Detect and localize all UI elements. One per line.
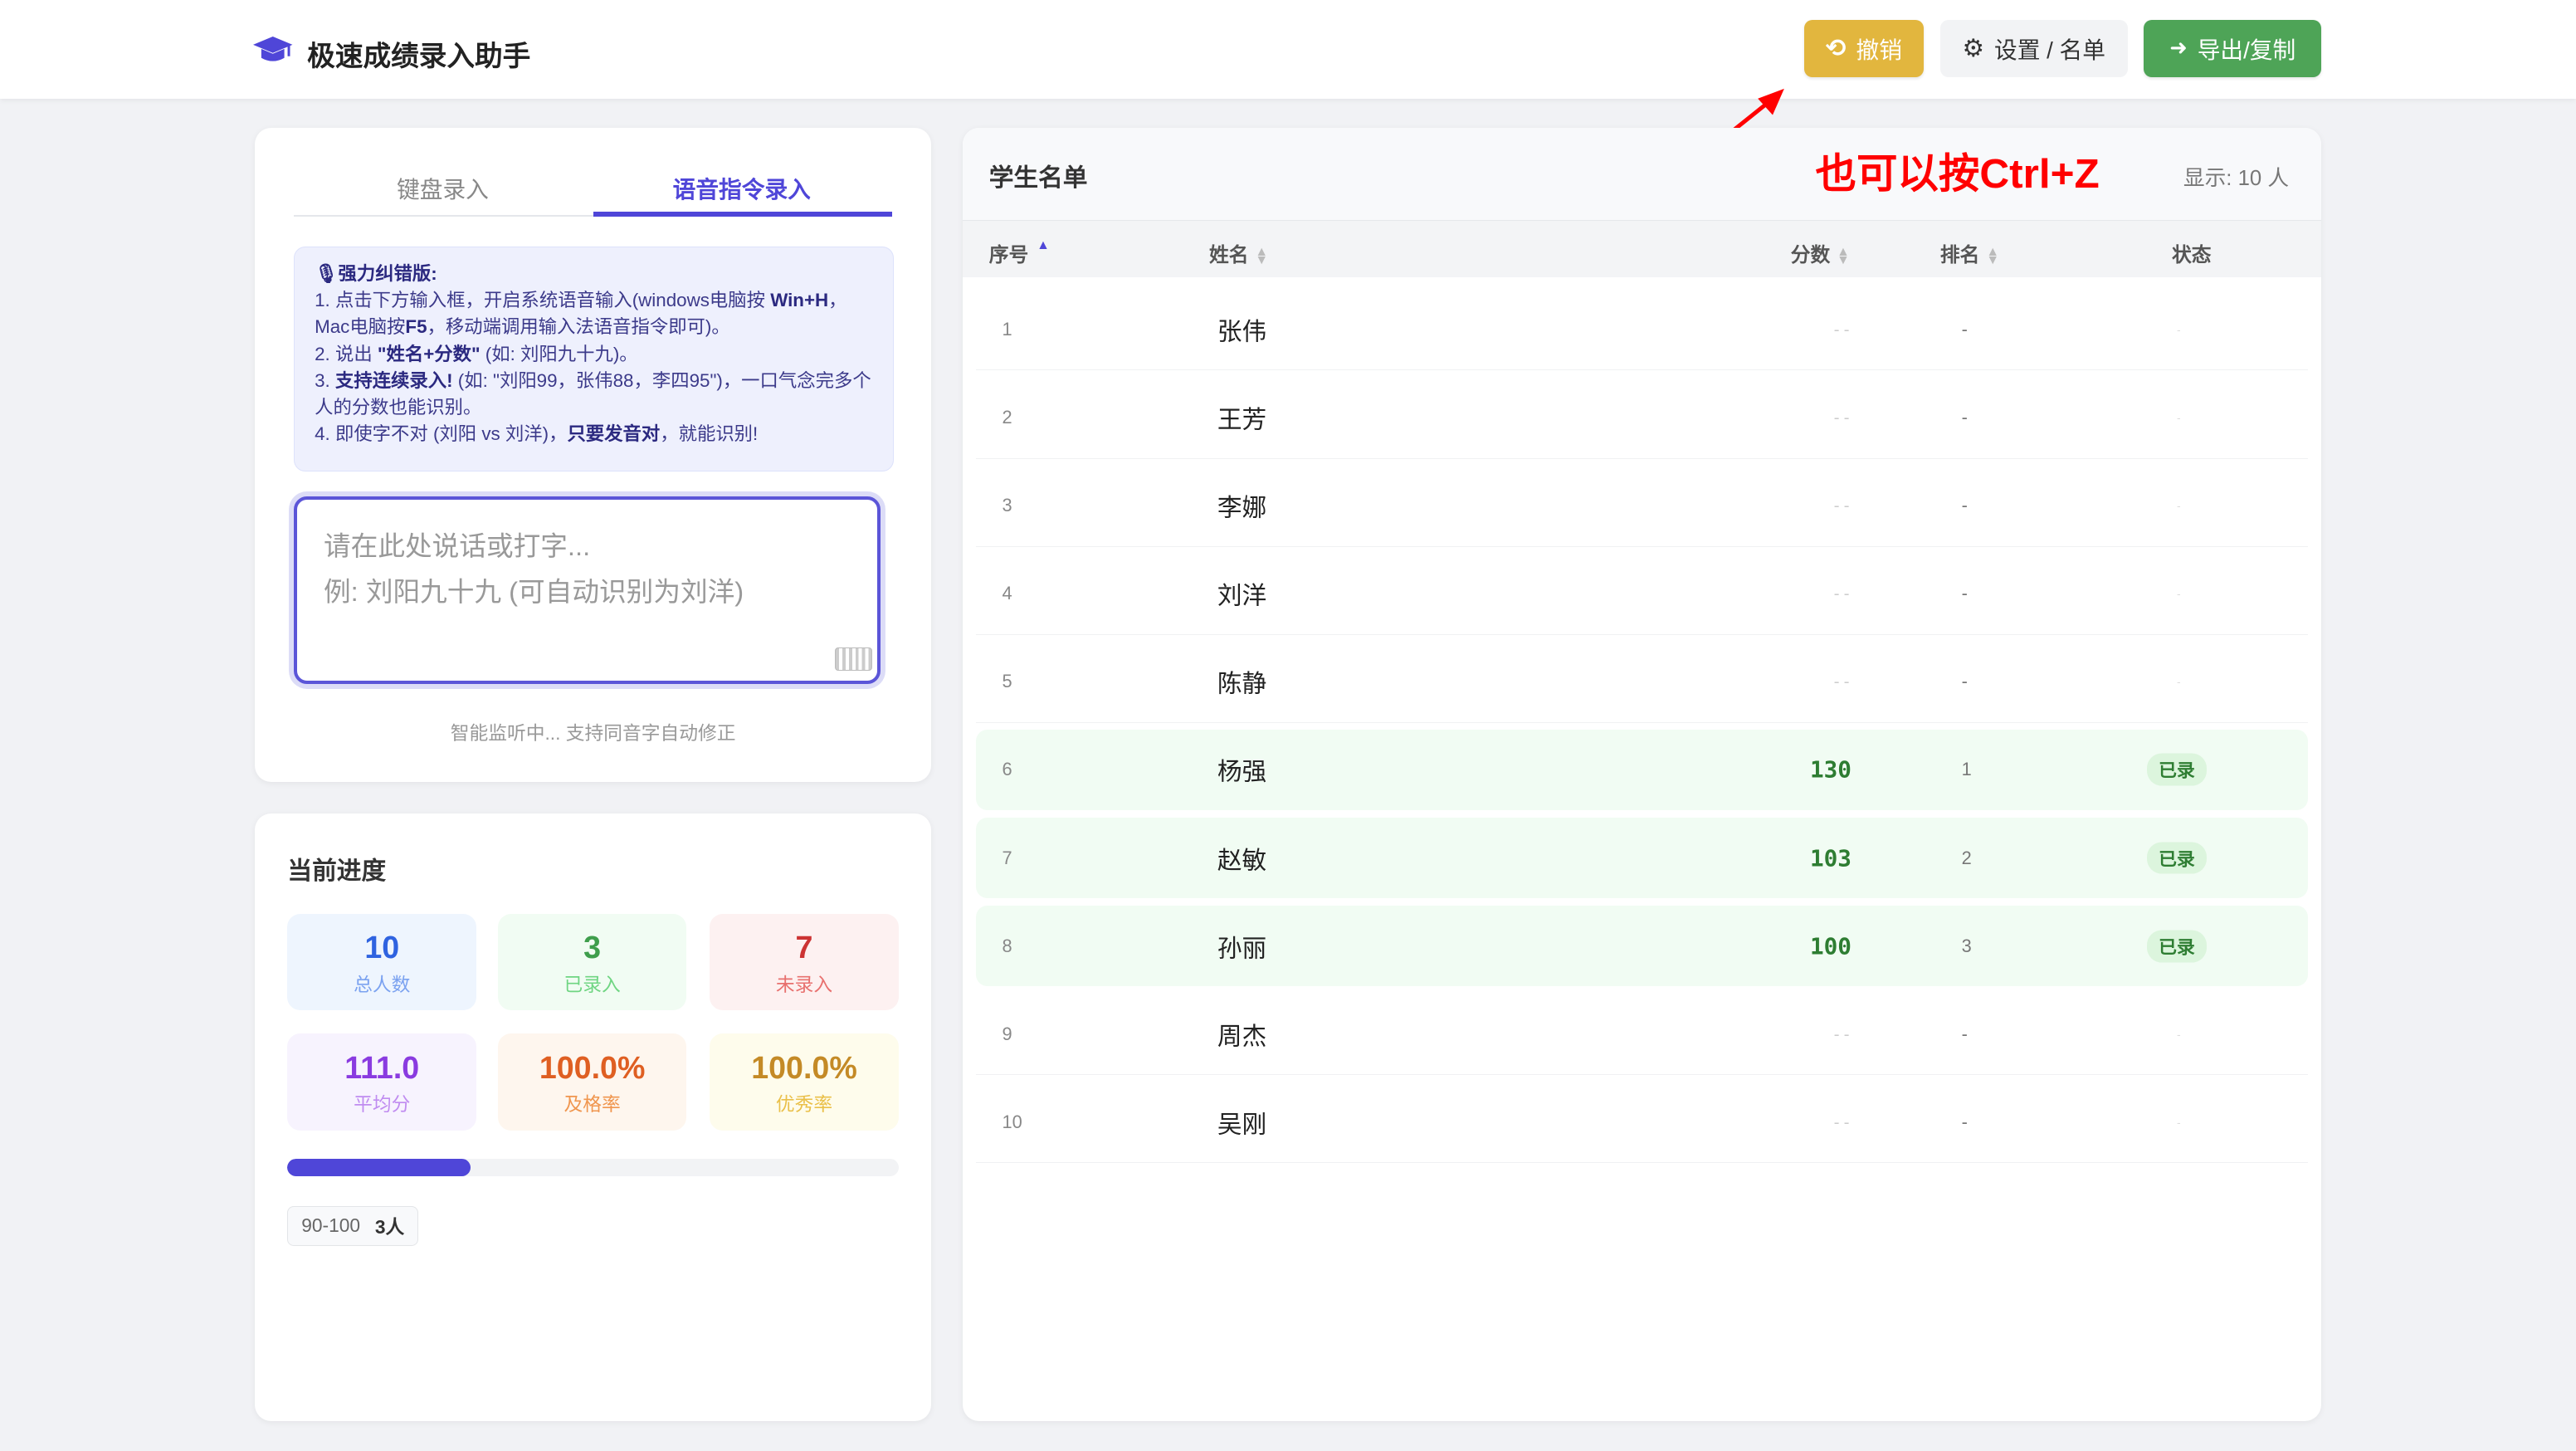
row-number: 7 [1002, 847, 1012, 868]
tab-keyboard-input[interactable]: 键盘录入 [397, 176, 489, 203]
sort-icon: ▲ ▼ [1255, 244, 1269, 267]
student-name: 杨强 [1217, 758, 1267, 786]
rank-value: - [1961, 318, 1968, 340]
display-count: 显示: 10 人 [2183, 167, 2290, 190]
score-value: -- [1832, 672, 1852, 691]
table-row[interactable]: 4 刘洋 -- - - [975, 554, 2309, 635]
column-header-rank[interactable]: 排名 ▲ ▼ [1939, 244, 1999, 267]
score-value: 100 [1809, 932, 1852, 960]
status-placeholder: - [2176, 1115, 2181, 1129]
table-row[interactable]: 9 周杰 -- - - [975, 994, 2309, 1076]
rank-value: - [1961, 1111, 1968, 1132]
score-value: 130 [1809, 755, 1852, 784]
sort-asc-icon: ▲ [1037, 238, 1050, 253]
gear-icon: ⚙ [1962, 34, 1985, 62]
row-number: 2 [1002, 407, 1012, 428]
status-placeholder: - [2176, 499, 2181, 513]
graduation-cap-icon [252, 36, 293, 61]
student-name: 孙丽 [1217, 935, 1267, 963]
column-header-name[interactable]: 姓名 ▲ ▼ [1208, 244, 1269, 267]
table-row[interactable]: 6 杨强 130 1 已录 [975, 729, 2309, 810]
stat-average: 111.0 平均分 [287, 1033, 477, 1131]
table-row[interactable]: 5 陈静 -- - - [975, 642, 2309, 723]
rank-value: 3 [1961, 935, 1972, 956]
rank-value: - [1961, 671, 1968, 692]
settings-button[interactable]: ⚙ 设置 / 名单 [1939, 19, 2128, 78]
table-row[interactable]: 7 赵敏 103 2 已录 [975, 818, 2309, 899]
rank-value: 1 [1961, 759, 1972, 780]
status-placeholder: - [2176, 411, 2181, 425]
rank-value: 2 [1961, 847, 1972, 868]
row-number: 9 [1002, 1023, 1012, 1044]
student-name: 张伟 [1217, 318, 1267, 346]
file-export-icon: ➜ [2169, 37, 2188, 61]
table-row[interactable]: 8 孙丽 100 3 已录 [975, 906, 2309, 987]
score-value: -- [1832, 408, 1852, 427]
student-name: 吴刚 [1217, 1111, 1267, 1139]
progress-title: 当前进度 [287, 857, 387, 886]
student-name: 李娜 [1217, 494, 1267, 522]
status-placeholder: - [2176, 322, 2181, 336]
sort-icon: ▲ ▼ [1986, 244, 1999, 267]
rank-value: - [1961, 407, 1968, 428]
keyboard-icon[interactable] [834, 647, 873, 671]
voice-text-input[interactable]: 请在此处说话或打字... 例: 刘阳九十九 (可自动识别为刘洋) [294, 496, 881, 684]
row-number: 3 [1002, 495, 1012, 516]
instructions-box: 🎙强力纠错版: 1. 点击下方输入框，开启系统语音输入(windows电脑按 W… [294, 246, 894, 472]
rank-value: - [1961, 495, 1968, 516]
ctrl-z-annotation: 也可以按Ctrl+Z [1815, 151, 2100, 198]
stat-pass-rate: 100.0% 及格率 [497, 1033, 687, 1131]
score-value: -- [1832, 496, 1852, 515]
score-value: -- [1832, 584, 1852, 603]
row-number: 8 [1002, 935, 1012, 956]
status-placeholder: - [2176, 1027, 2181, 1041]
rank-value: - [1961, 583, 1968, 604]
table-row[interactable]: 2 王芳 -- - - [975, 378, 2309, 459]
status-badge: 已录 [2147, 753, 2207, 786]
row-number: 5 [1002, 671, 1012, 692]
column-header-no[interactable]: 序号 ▲ [988, 238, 1050, 267]
stat-excellent-rate: 100.0% 优秀率 [710, 1033, 899, 1131]
stat-not-entered: 7 未录入 [710, 913, 899, 1011]
export-button[interactable]: ➜ 导出/复制 [2144, 19, 2322, 78]
undo-button[interactable]: ⟲ 撤销 [1803, 19, 1925, 78]
score-value: -- [1832, 1112, 1852, 1132]
status-badge: 已录 [2147, 930, 2207, 963]
stat-entered: 3 已录入 [497, 913, 687, 1011]
table-row[interactable]: 3 李娜 -- - - [975, 466, 2309, 547]
status-placeholder: - [2176, 587, 2181, 601]
column-header-score[interactable]: 分数 ▲ ▼ [1790, 244, 1850, 267]
tab-voice-input[interactable]: 语音指令录入 [672, 176, 811, 203]
student-name: 陈静 [1217, 670, 1267, 698]
column-header-status: 状态 [2172, 244, 2212, 267]
student-name: 周杰 [1217, 1023, 1267, 1051]
row-number: 10 [1002, 1111, 1022, 1132]
student-name: 赵敏 [1217, 847, 1267, 875]
progress-bar [287, 1158, 899, 1177]
rank-value: - [1961, 1023, 1968, 1044]
row-number: 1 [1002, 318, 1012, 340]
stat-total: 10 总人数 [287, 913, 477, 1011]
status-placeholder: - [2176, 675, 2181, 689]
roster-title: 学生名单 [988, 164, 1088, 193]
score-value: -- [1832, 1024, 1852, 1044]
table-row[interactable]: 10 吴刚 -- - - [975, 1082, 2309, 1164]
student-name: 刘洋 [1217, 582, 1267, 610]
row-number: 6 [1002, 759, 1012, 780]
listening-hint: 智能监听中... 支持同音字自动修正 [450, 722, 736, 745]
sort-icon: ▲ ▼ [1837, 244, 1850, 267]
active-tab-indicator [593, 212, 892, 217]
undo-icon: ⟲ [1825, 34, 1847, 62]
student-name: 王芳 [1217, 406, 1267, 434]
progress-bar-fill [287, 1158, 471, 1177]
table-row[interactable]: 1 张伟 -- - - [975, 289, 2309, 371]
score-value: -- [1832, 320, 1852, 340]
row-number: 4 [1002, 583, 1012, 604]
app-title: 极速成绩录入助手 [307, 41, 531, 72]
microphone-icon: 🎙 [315, 262, 339, 284]
status-badge: 已录 [2147, 842, 2207, 874]
score-value: 103 [1809, 844, 1852, 872]
score-distribution-chip: 90-100 3人 [287, 1206, 419, 1246]
